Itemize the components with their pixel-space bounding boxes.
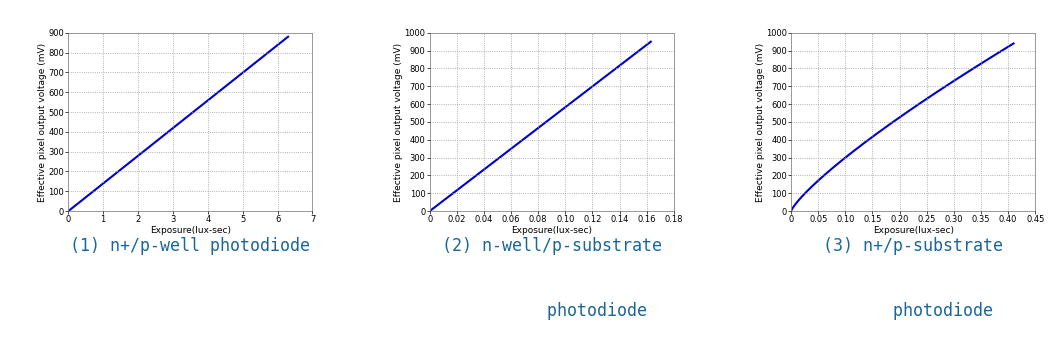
- Text: (3) n+/p-substrate: (3) n+/p-substrate: [823, 237, 1003, 254]
- Y-axis label: Effective pixel output voltage (mV): Effective pixel output voltage (mV): [394, 42, 404, 202]
- X-axis label: Exposure(lux-sec): Exposure(lux-sec): [511, 226, 593, 235]
- Y-axis label: Effective pixel output voltage (mV): Effective pixel output voltage (mV): [38, 42, 47, 202]
- X-axis label: Exposure(lux-sec): Exposure(lux-sec): [872, 226, 953, 235]
- Text: (2) n-well/p-substrate: (2) n-well/p-substrate: [441, 237, 662, 254]
- Text: photodiode: photodiode: [833, 302, 993, 320]
- Text: (1) n+/p-well photodiode: (1) n+/p-well photodiode: [70, 237, 310, 254]
- Text: photodiode: photodiode: [457, 302, 646, 320]
- X-axis label: Exposure(lux-sec): Exposure(lux-sec): [150, 226, 231, 235]
- Y-axis label: Effective pixel output voltage (mV): Effective pixel output voltage (mV): [756, 42, 764, 202]
